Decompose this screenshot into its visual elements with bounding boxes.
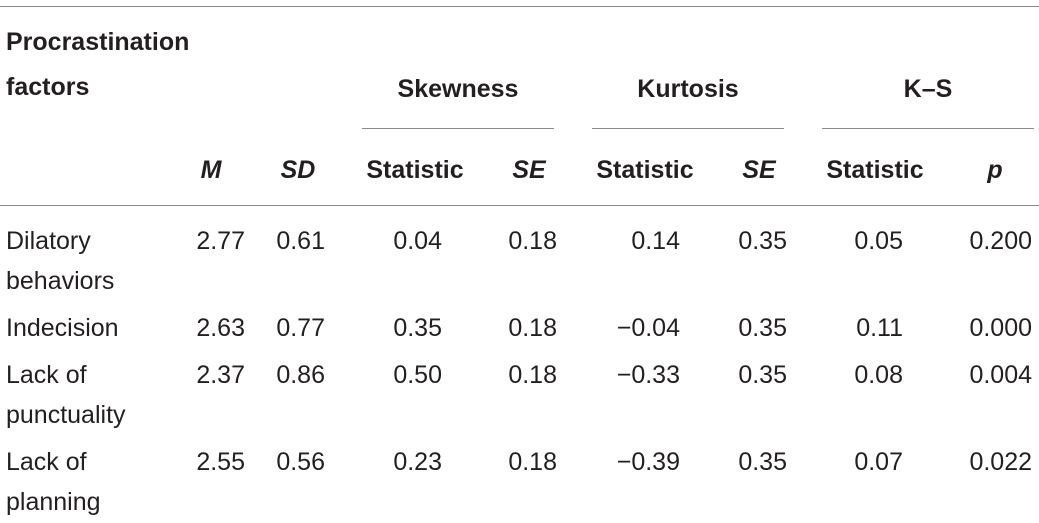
header-col-kurt-stat: Statistic xyxy=(596,156,694,184)
cell-sd: 0.56 xyxy=(276,448,325,476)
table-top-rule xyxy=(0,6,1039,7)
cell-sd: 0.61 xyxy=(276,227,325,255)
cell-ks-p: 0.200 xyxy=(969,227,1032,255)
cell-sd: 0.86 xyxy=(276,361,325,389)
cell-kurt-se: 0.35 xyxy=(738,227,787,255)
header-col-kurt-se: SE xyxy=(742,156,776,184)
cell-skew-se: 0.18 xyxy=(508,227,557,255)
cell-ks-p: 0.000 xyxy=(969,314,1032,342)
cell-kurt-stat: −0.33 xyxy=(616,361,680,389)
cell-m: 2.77 xyxy=(196,227,245,255)
ks-group-rule xyxy=(822,128,1034,129)
row-label: Lack of punctuality xyxy=(6,361,126,429)
cell-ks-stat: 0.08 xyxy=(854,361,903,389)
header-col-sd: SD xyxy=(280,156,316,184)
cell-kurt-stat: 0.14 xyxy=(631,227,680,255)
header-row-label: Procrastination factors xyxy=(6,28,190,101)
row-label: Indecision xyxy=(6,314,119,342)
cell-skew-stat: 0.50 xyxy=(393,361,442,389)
cell-skew-stat: 0.23 xyxy=(393,448,442,476)
header-col-m: M xyxy=(200,156,222,184)
row-label: Lack of planning xyxy=(6,448,101,516)
header-col-skew-stat: Statistic xyxy=(366,156,464,184)
cell-kurt-se: 0.35 xyxy=(738,448,787,476)
skewness-group-rule xyxy=(362,128,554,129)
cell-ks-stat: 0.11 xyxy=(856,314,903,342)
row-label: Dilatory behaviors xyxy=(6,227,115,295)
cell-ks-p: 0.022 xyxy=(969,448,1032,476)
kurtosis-group-rule xyxy=(592,128,784,129)
header-col-skew-se: SE xyxy=(512,156,546,184)
cell-kurt-se: 0.35 xyxy=(738,314,787,342)
cell-skew-stat: 0.04 xyxy=(393,227,442,255)
header-col-ks-stat: Statistic xyxy=(826,156,924,184)
cell-kurt-stat: −0.04 xyxy=(616,314,680,342)
cell-skew-se: 0.18 xyxy=(508,361,557,389)
cell-m: 2.37 xyxy=(196,361,245,389)
header-group-skewness: Skewness xyxy=(397,75,519,103)
cell-kurt-stat: −0.39 xyxy=(616,448,680,476)
header-group-kurtosis: Kurtosis xyxy=(637,75,739,103)
cell-skew-se: 0.18 xyxy=(508,448,557,476)
cell-sd: 0.77 xyxy=(276,314,325,342)
cell-ks-stat: 0.05 xyxy=(854,227,903,255)
header-group-ks: K–S xyxy=(903,75,953,103)
cell-kurt-se: 0.35 xyxy=(738,361,787,389)
header-bottom-rule xyxy=(0,205,1039,206)
cell-ks-p: 0.004 xyxy=(969,361,1032,389)
cell-m: 2.63 xyxy=(196,314,245,342)
cell-ks-stat: 0.07 xyxy=(854,448,903,476)
cell-skew-se: 0.18 xyxy=(508,314,557,342)
cell-skew-stat: 0.35 xyxy=(393,314,442,342)
cell-m: 2.55 xyxy=(196,448,245,476)
header-col-ks-p: p xyxy=(987,156,1003,184)
